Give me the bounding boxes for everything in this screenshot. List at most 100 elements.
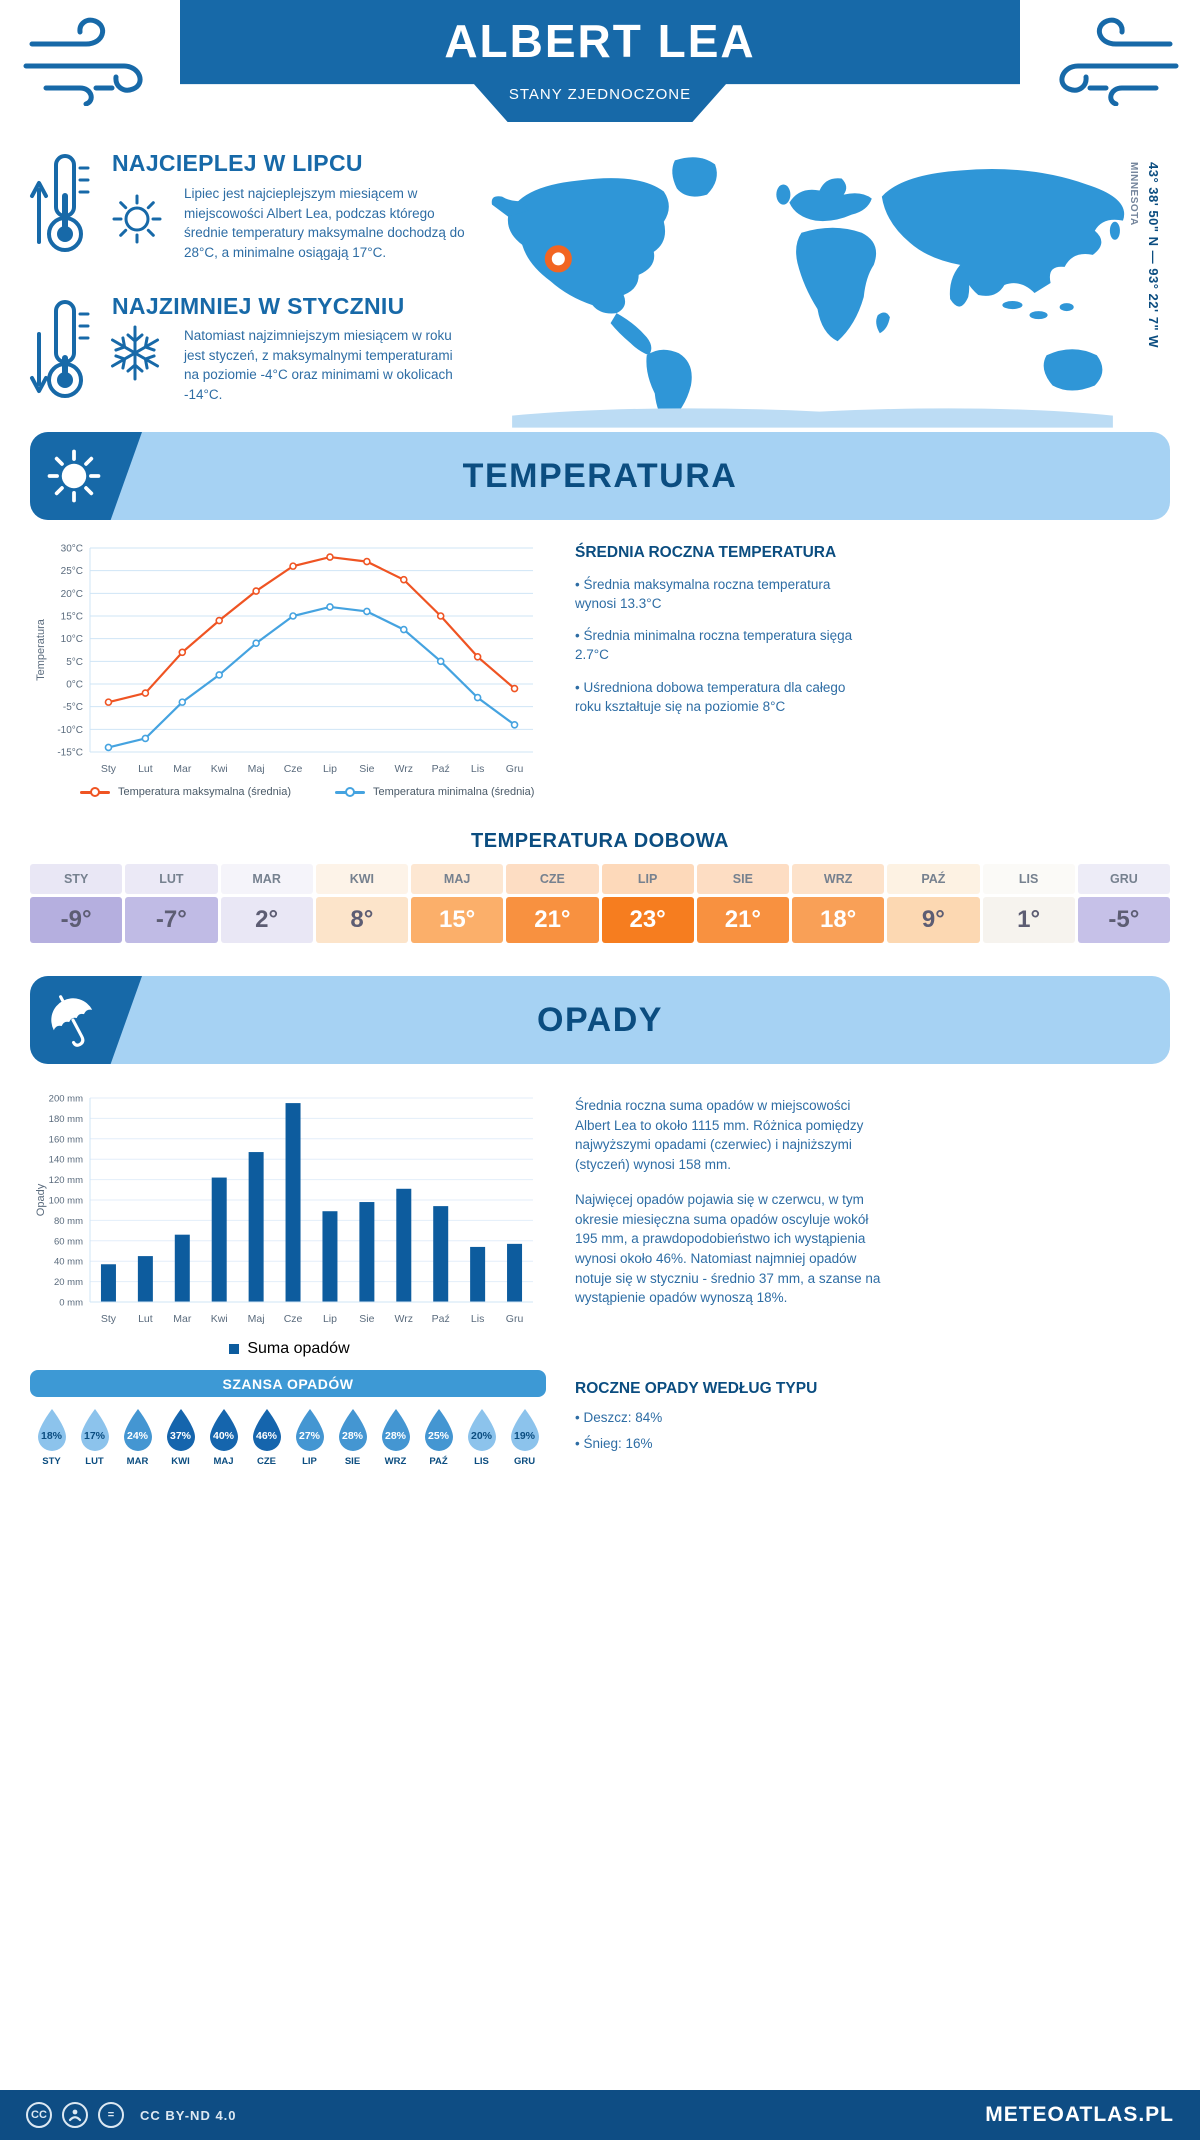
chance-droplet: 24% MAR: [116, 1407, 159, 1467]
svg-text:Lis: Lis: [471, 1313, 484, 1325]
svg-text:Wrz: Wrz: [395, 763, 413, 775]
chance-droplets: 18% STY 17% LUT 24% MAR 37% KWI 40% MAJ 46% CZE 27% L…: [30, 1407, 546, 1467]
svg-text:Mar: Mar: [173, 763, 192, 775]
legend-item: Temperatura minimalna (średnia): [335, 786, 534, 798]
svg-text:Cze: Cze: [284, 763, 303, 775]
svg-text:120 mm: 120 mm: [49, 1175, 83, 1186]
precipitation-types-heading: ROCZNE OPADY WEDŁUG TYPU: [575, 1380, 818, 1397]
page-title: ALBERT LEA: [444, 15, 756, 67]
chance-month-label: PAŹ: [429, 1456, 448, 1467]
temperature-chart-legend: Temperatura maksymalna (średnia) Temperat…: [80, 786, 534, 798]
chance-percent: 25%: [427, 1430, 449, 1442]
attribution-person-icon: [62, 2102, 88, 2128]
chance-droplet: 40% MAJ: [202, 1407, 245, 1467]
temperature-section-band: TEMPERATURA: [30, 432, 1170, 520]
svg-text:Mar: Mar: [173, 1313, 192, 1325]
svg-text:Gru: Gru: [506, 763, 524, 775]
precipitation-summary: Średnia roczna suma opadów w miejscowośc…: [575, 1096, 881, 1324]
snowflake-icon: [102, 320, 168, 391]
page-subtitle: STANY ZJEDNOCZONE: [508, 86, 692, 103]
chance-percent: 18%: [40, 1430, 62, 1442]
svg-text:Gru: Gru: [506, 1313, 524, 1325]
svg-text:Maj: Maj: [248, 763, 265, 775]
svg-text:-15°C: -15°C: [57, 748, 83, 759]
chance-percent: 27%: [298, 1430, 320, 1442]
chance-droplet: 19% GRU: [503, 1407, 546, 1467]
svg-text:-10°C: -10°C: [57, 725, 83, 736]
chance-month-label: SIE: [344, 1456, 361, 1467]
chance-percent: 37%: [169, 1430, 191, 1442]
precipitation-type-bullet: • Śnieg: 16%: [575, 1436, 653, 1452]
chance-percent: 19%: [513, 1430, 535, 1442]
precipitation-chart: 0 mm 20 mm 40 mm 60 mm 80 mm 100 mm 120 mm 140 …: [32, 1090, 547, 1343]
coldest-month-text: Natomiast najzimniejszym miesiącem w rok…: [184, 328, 453, 402]
svg-text:Sie: Sie: [359, 763, 374, 775]
svg-text:Kwi: Kwi: [211, 763, 228, 775]
license-label: CC BY-ND 4.0: [140, 2107, 237, 2123]
svg-text:Lut: Lut: [138, 763, 153, 775]
svg-text:160 mm: 160 mm: [49, 1134, 83, 1145]
svg-text:Lip: Lip: [323, 1313, 337, 1325]
precipitation-chance: SZANSA OPADÓW 18% STY 17% LUT 24% MAR 37% KWI 40…: [30, 1370, 546, 1467]
daily-month-header: MAJ: [411, 864, 504, 894]
svg-text:100 mm: 100 mm: [49, 1196, 83, 1207]
warmest-month-text: Lipiec jest najcieplejszym miesiącem w m…: [184, 186, 465, 260]
header-banner: ALBERT LEA STANY ZJEDNOCZONE: [180, 0, 1020, 122]
svg-text:-5°C: -5°C: [63, 702, 83, 713]
daily-month-header: PAŹ: [887, 864, 980, 894]
legend-item: Suma opadów: [229, 1340, 350, 1358]
footer: CC = CC BY-ND 4.0 METEOATLAS.PL: [0, 2090, 1200, 2140]
precipitation-section-title: OPADY: [537, 1000, 663, 1039]
svg-text:140 mm: 140 mm: [49, 1155, 83, 1166]
daily-temperature-table: STY LUT MAR KWI MAJ CZE LIP SIE WRZ PAŹ LIS GRU -9° -…: [30, 864, 1170, 943]
svg-text:10°C: 10°C: [61, 634, 83, 645]
temperature-section-title: TEMPERATURA: [462, 456, 738, 495]
daily-value-cell: 9°: [887, 897, 980, 943]
svg-text:Paź: Paź: [432, 763, 450, 775]
daily-value-cell: 2°: [220, 897, 313, 943]
svg-text:0°C: 0°C: [66, 680, 83, 691]
daily-temperature-heading: TEMPERATURA DOBOWA: [471, 830, 729, 852]
daily-month-header: MAR: [220, 864, 313, 894]
svg-text:Lis: Lis: [471, 763, 484, 775]
chance-droplet: 17% LUT: [73, 1407, 116, 1467]
svg-text:60 mm: 60 mm: [54, 1236, 83, 1247]
chance-header: SZANSA OPADÓW: [30, 1370, 546, 1397]
daily-value-cell: -5°: [1077, 897, 1170, 943]
daily-value-cell: 1°: [982, 897, 1075, 943]
chance-percent: 28%: [384, 1430, 406, 1442]
svg-text:80 mm: 80 mm: [54, 1216, 83, 1227]
world-map: [488, 146, 1136, 437]
annual-temperature-bullet: • Średnia maksymalna roczna temperatura …: [575, 577, 831, 612]
chance-month-label: LUT: [85, 1456, 104, 1467]
chance-droplet: 18% STY: [30, 1407, 73, 1467]
chance-percent: 28%: [341, 1430, 363, 1442]
svg-text:Lip: Lip: [323, 763, 337, 775]
chance-month-label: KWI: [171, 1456, 190, 1467]
annual-temperature-bullet: • Uśredniona dobowa temperatura dla całe…: [575, 679, 846, 714]
daily-value-cell: 21°: [696, 897, 789, 943]
svg-text:Wrz: Wrz: [395, 1313, 413, 1325]
svg-text:20°C: 20°C: [61, 589, 83, 600]
annual-temperature-summary: ŚREDNIA ROCZNA TEMPERATURA • Średnia mak…: [575, 544, 875, 729]
precipitation-types: ROCZNE OPADY WEDŁUG TYPU • Deszcz: 84% •…: [575, 1380, 875, 1466]
temperature-chart: 30°C 25°C 20°C 15°C 10°C 5°C 0°C -5°C -10°C -15°C…: [32, 538, 547, 795]
chance-percent: 40%: [212, 1430, 234, 1442]
no-derivatives-icon: =: [98, 2102, 124, 2128]
daily-month-header: WRZ: [792, 864, 885, 894]
coldest-month-heading: NAJZIMNIEJ W STYCZNIU: [112, 293, 405, 319]
bar-legend-swatch: [229, 1344, 240, 1354]
daily-value-cell: 23°: [601, 897, 694, 943]
precipitation-paragraph: Średnia roczna suma opadów w miejscowośc…: [575, 1098, 864, 1172]
daily-month-header: LUT: [125, 864, 218, 894]
chance-droplet: 37% KWI: [159, 1407, 202, 1467]
location-labels: MINNESOTA 43° 38' 50" N — 93° 22' 7" W: [1128, 162, 1161, 348]
region-label: MINNESOTA: [1128, 162, 1139, 226]
svg-text:Sty: Sty: [101, 1313, 117, 1325]
svg-text:200 mm: 200 mm: [49, 1094, 83, 1105]
chance-month-label: MAR: [126, 1456, 149, 1467]
chance-droplet: 28% WRZ: [374, 1407, 417, 1467]
svg-text:Maj: Maj: [248, 1313, 265, 1325]
daily-month-header: GRU: [1077, 864, 1170, 894]
daily-value-cell: 8°: [315, 897, 408, 943]
